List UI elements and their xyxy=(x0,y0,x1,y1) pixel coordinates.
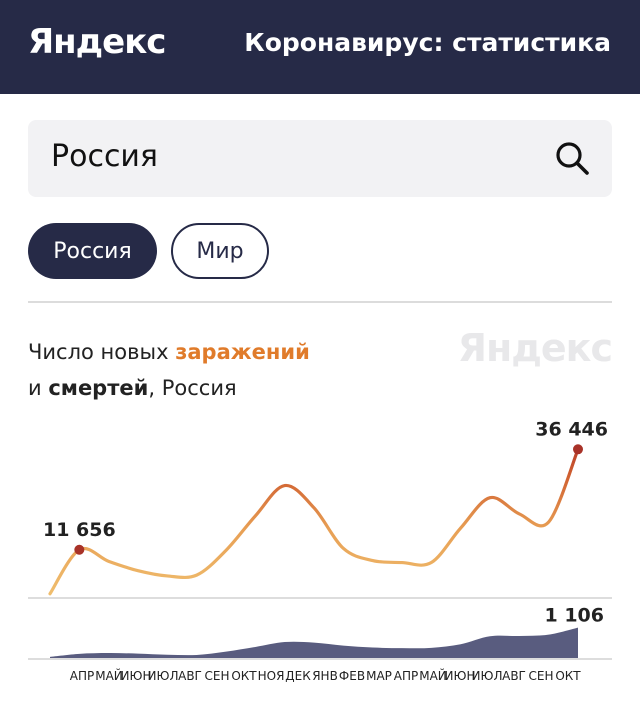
x-tick-label: СЕН xyxy=(205,669,230,683)
x-tick-label: СЕН xyxy=(529,669,554,683)
x-tick-label: ИЮЛ xyxy=(472,669,503,683)
x-tick-label: МАЙ xyxy=(419,668,447,683)
x-tick-label: ОКТ xyxy=(555,669,581,683)
cases-peak-label: 36 446 xyxy=(535,418,608,440)
yandex-watermark: Яндекс xyxy=(457,326,613,370)
deaths-series-area xyxy=(50,627,578,658)
x-tick-label: ФЕВ xyxy=(339,669,365,683)
x-tick-label: АПР xyxy=(70,669,94,683)
search-box[interactable]: Россия xyxy=(28,120,612,197)
chart-caption: Число новых заражений и смертей, Россия xyxy=(28,334,310,406)
x-tick-label: АВГ xyxy=(178,669,202,683)
page-title: Коронавирус: статистика xyxy=(244,28,611,57)
caption-accent: заражений xyxy=(175,340,310,364)
caption-text: и xyxy=(28,376,49,400)
yandex-logo[interactable]: Яндекс xyxy=(28,22,166,62)
caption-strong: смертей xyxy=(48,376,149,400)
tab-russia[interactable]: Россия xyxy=(28,223,157,279)
x-tick-label: ИЮН xyxy=(121,669,152,683)
deaths-peak-label: 1 106 xyxy=(545,605,605,627)
x-tick-label: МАЙ xyxy=(95,668,123,683)
x-tick-label: ИЮН xyxy=(445,669,476,683)
cases-peak-marker xyxy=(573,444,583,455)
x-tick-label: АПР xyxy=(394,669,418,683)
x-tick-label: ЯНВ xyxy=(312,669,338,683)
x-tick-label: НОЯ xyxy=(258,669,285,683)
divider xyxy=(28,301,612,303)
search-input[interactable]: Россия xyxy=(51,139,158,174)
x-tick-label: АВГ xyxy=(502,669,526,683)
cases-series-line xyxy=(48,447,580,596)
x-tick-label: ИЮЛ xyxy=(148,669,179,683)
cases-peak-label: 11 656 xyxy=(43,519,116,541)
caption-text: , Россия xyxy=(148,376,237,400)
caption-text: Число новых xyxy=(28,340,176,364)
tab-world[interactable]: Мир xyxy=(171,223,269,279)
x-tick-label: ОКТ xyxy=(231,669,257,683)
x-tick-label: ДЕК xyxy=(285,669,311,683)
x-tick-label: МАР xyxy=(366,669,392,683)
search-icon[interactable] xyxy=(554,140,590,176)
top-bar: Яндекс Коронавирус: статистика xyxy=(0,0,640,94)
cases-peak-marker xyxy=(74,544,85,555)
